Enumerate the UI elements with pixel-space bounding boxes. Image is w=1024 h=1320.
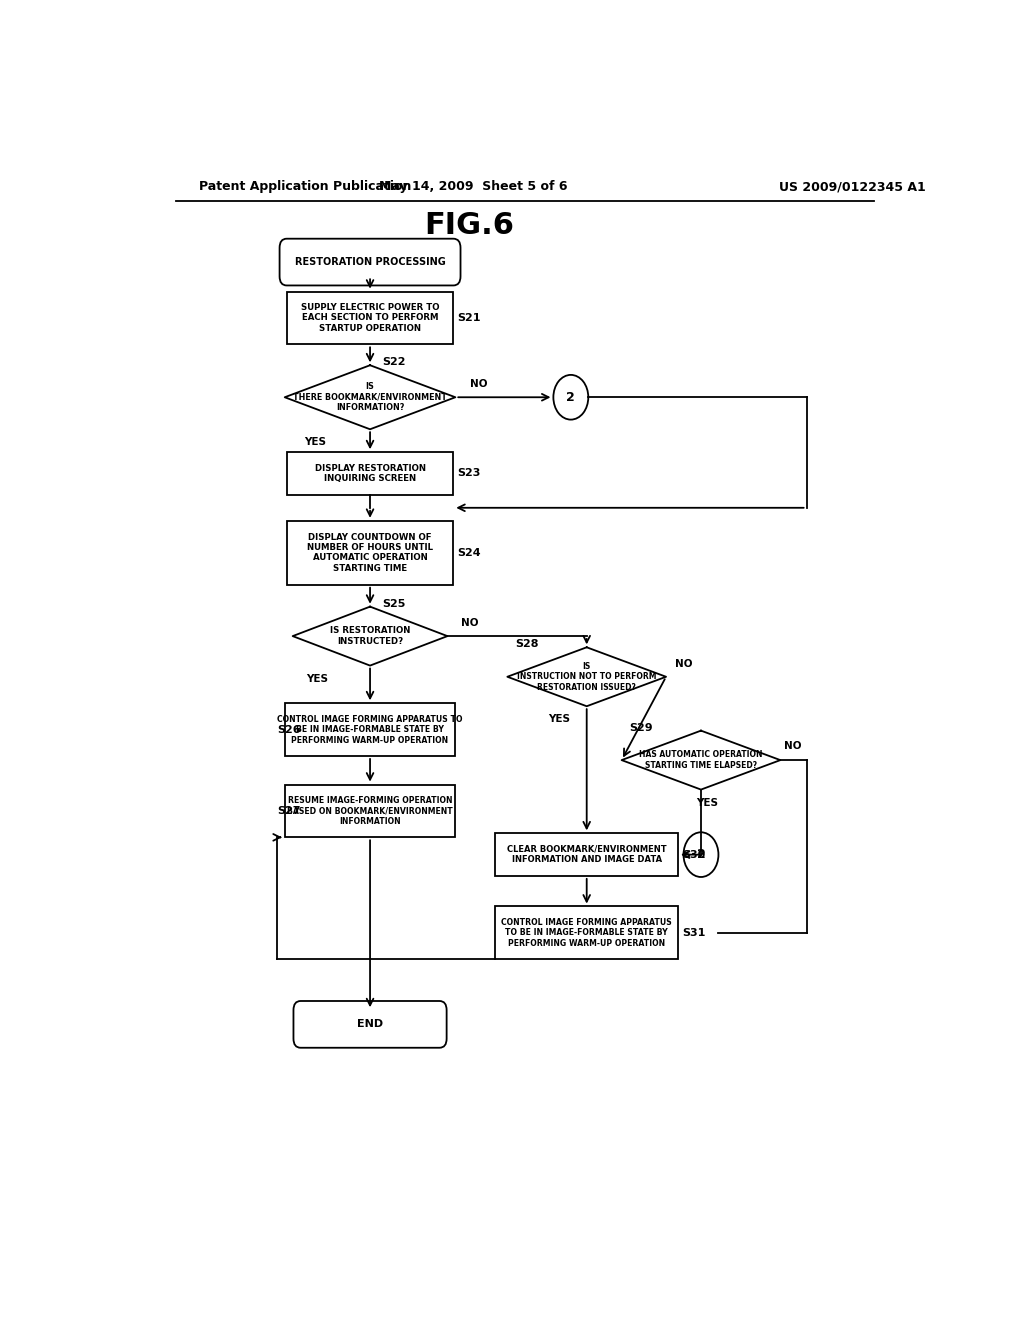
Text: US 2009/0122345 A1: US 2009/0122345 A1 <box>778 181 926 193</box>
Text: DISPLAY COUNTDOWN OF
NUMBER OF HOURS UNTIL
AUTOMATIC OPERATION
STARTING TIME: DISPLAY COUNTDOWN OF NUMBER OF HOURS UNT… <box>307 533 433 573</box>
Text: 2: 2 <box>696 849 706 861</box>
Bar <box>287 453 454 495</box>
Circle shape <box>684 833 719 876</box>
Text: CLEAR BOOKMARK/ENVIRONMENT
INFORMATION AND IMAGE DATA: CLEAR BOOKMARK/ENVIRONMENT INFORMATION A… <box>507 845 667 865</box>
Text: SUPPLY ELECTRIC POWER TO
EACH SECTION TO PERFORM
STARTUP OPERATION: SUPPLY ELECTRIC POWER TO EACH SECTION TO… <box>301 304 439 333</box>
Text: May 14, 2009  Sheet 5 of 6: May 14, 2009 Sheet 5 of 6 <box>379 181 567 193</box>
Text: YES: YES <box>304 437 327 447</box>
Text: DISPLAY RESTORATION
INQUIRING SCREEN: DISPLAY RESTORATION INQUIRING SCREEN <box>314 463 426 483</box>
Text: RESUME IMAGE-FORMING OPERATION
BASED ON BOOKMARK/ENVIRONMENT
INFORMATION: RESUME IMAGE-FORMING OPERATION BASED ON … <box>287 796 453 826</box>
Text: S26: S26 <box>278 725 301 735</box>
Text: S31: S31 <box>682 928 706 939</box>
Text: YES: YES <box>696 797 718 808</box>
Text: NO: NO <box>470 379 487 389</box>
Polygon shape <box>285 366 456 429</box>
Polygon shape <box>622 731 780 789</box>
Text: S23: S23 <box>458 469 480 478</box>
Text: IS
THERE BOOKMARK/ENVIRONMENT
INFORMATION?: IS THERE BOOKMARK/ENVIRONMENT INFORMATIO… <box>293 383 447 412</box>
Text: S30: S30 <box>682 850 706 859</box>
Text: YES: YES <box>306 673 328 684</box>
Bar <box>287 292 454 345</box>
Text: NO: NO <box>784 741 802 751</box>
Text: S24: S24 <box>458 548 481 558</box>
Text: S22: S22 <box>382 356 406 367</box>
Text: S25: S25 <box>382 598 406 609</box>
Polygon shape <box>507 647 666 706</box>
Text: HAS AUTOMATIC OPERATION
STARTING TIME ELAPSED?: HAS AUTOMATIC OPERATION STARTING TIME EL… <box>639 750 763 770</box>
FancyBboxPatch shape <box>294 1001 446 1048</box>
Text: IS RESTORATION
INSTRUCTED?: IS RESTORATION INSTRUCTED? <box>330 627 411 645</box>
Text: FIG.6: FIG.6 <box>424 211 514 240</box>
Text: CONTROL IMAGE FORMING APPARATUS TO
BE IN IMAGE-FORMABLE STATE BY
PERFORMING WARM: CONTROL IMAGE FORMING APPARATUS TO BE IN… <box>278 714 463 744</box>
Text: Patent Application Publication: Patent Application Publication <box>200 181 412 193</box>
Bar <box>496 833 678 876</box>
Text: END: END <box>357 1019 383 1030</box>
Bar <box>287 521 454 585</box>
Bar <box>285 704 456 756</box>
Text: S27: S27 <box>278 807 301 816</box>
Text: NO: NO <box>675 659 692 668</box>
FancyBboxPatch shape <box>280 239 461 285</box>
Polygon shape <box>293 607 447 665</box>
Bar <box>285 784 456 837</box>
Text: S29: S29 <box>630 722 653 733</box>
Circle shape <box>553 375 588 420</box>
Bar <box>496 907 678 960</box>
Text: YES: YES <box>548 714 570 725</box>
Text: NO: NO <box>461 618 478 628</box>
Text: S21: S21 <box>458 313 481 323</box>
Text: 2: 2 <box>566 391 575 404</box>
Text: S28: S28 <box>515 639 539 649</box>
Text: CONTROL IMAGE FORMING APPARATUS
TO BE IN IMAGE-FORMABLE STATE BY
PERFORMING WARM: CONTROL IMAGE FORMING APPARATUS TO BE IN… <box>502 917 672 948</box>
Text: RESTORATION PROCESSING: RESTORATION PROCESSING <box>295 257 445 267</box>
Text: IS
INSTRUCTION NOT TO PERFORM
RESTORATION ISSUED?: IS INSTRUCTION NOT TO PERFORM RESTORATIO… <box>517 661 656 692</box>
